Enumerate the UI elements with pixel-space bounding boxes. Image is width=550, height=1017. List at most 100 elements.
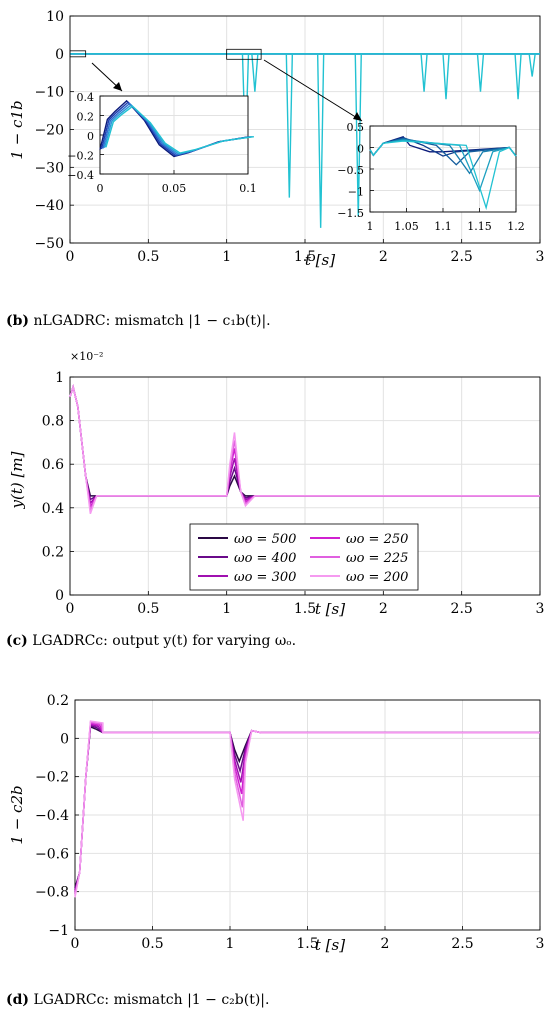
chart-c-ytick-label: 0.4 [42,501,64,517]
chart-b-inset2-ytick-label: −1.5 [337,207,364,220]
chart-d-ytick-label: −1 [48,923,69,939]
chart-b-ytick-label: −50 [34,236,64,252]
chart-c-ytick-label: 1 [55,370,64,386]
chart-d-ytick-label: −0.4 [35,808,69,824]
chart-b-inset2-xtick-label: 1 [367,220,374,233]
caption-c-tag: (c) [6,633,28,649]
chart-b-spike [442,53,450,100]
chart-c-frame [69,376,541,596]
chart-b-inset1-xtick-label: 0.05 [162,182,187,195]
chart-c-ytick-label: 0 [55,588,64,604]
chart-b-inset1-ytick-label: −0.2 [67,150,94,163]
chart-b-xlabel: t [s] [305,251,335,269]
chart-c-xtick-label: 2.5 [451,601,473,617]
chart-d-frame [74,699,541,931]
chart-c-legend-label: ωo = 250 [346,532,408,547]
chart-b-inset2-xtick-label: 1.15 [467,220,492,233]
chart-c-legend-label: ωo = 400 [234,551,296,566]
chart-d-xlabel: t [s] [315,936,345,954]
caption-c-text: LGADRCc: output y(t) for varying ωₒ. [27,633,297,649]
caption-d-text: LGADRCc: mismatch |1 − c₂b(t)|. [29,992,270,1008]
caption-b-text: nLGADRC: mismatch |1 − c₁b(t)|. [29,313,271,329]
chart-b-ytick-label: 0 [55,47,64,63]
chart-d-xtick-label: 2 [381,936,390,952]
chart-c-xtick-label: 0 [66,601,75,617]
chart-c-xtick-label: 1.5 [294,601,316,617]
chart-b-inset2-xtick-label: 1.1 [434,220,452,233]
chart-b-inset1-ytick-label: 0.2 [77,111,95,124]
chart-d-xtick-label: 1.5 [296,936,318,952]
chart-b-zoom-box-2 [226,48,262,60]
chart-b-spike [514,53,522,100]
chart-b-xtick-label: 0 [66,249,75,265]
chart-b-xtick-label: 1 [222,249,231,265]
chart-b-spike [251,53,259,92]
chart-b-xtick-label: 3 [536,249,545,265]
chart-b-frame [69,15,541,244]
chart-b-inset1-xtick-label: 0.1 [239,182,257,195]
chart-b-inset2-frame [369,125,517,213]
chart-b-inset1-frame [99,95,249,175]
chart-b-inset1-series [105,105,255,154]
chart-c-series-line [69,384,540,514]
caption-b: (b) nLGADRC: mismatch |1 − c₁b(t)|. [6,313,271,329]
chart-b-ytick-label: 10 [46,9,64,25]
chart-c-xtick-label: 2 [379,601,388,617]
chart-b-xtick-label: 2 [379,249,388,265]
chart-d-ytick-label: −0.2 [35,770,69,786]
chart-b-inset1-xtick-label: 0 [97,182,104,195]
caption-c: (c) LGADRCc: output y(t) for varying ωₒ. [6,633,296,649]
chart-b-inset1-ytick-label: 0 [87,130,94,143]
chart-d-ytick-label: 0.2 [47,693,69,709]
chart-b-inset1-ytick-label: −0.4 [67,169,94,182]
chart-c-xtick-label: 0.5 [137,601,159,617]
chart-b-inset2-ytick-label: 0.5 [347,121,365,134]
chart-d-ytick-label: −0.8 [35,885,69,901]
chart-b-spike [285,53,294,198]
chart-b-xtick-label: 2.5 [451,249,473,265]
chart-d-series-line [74,720,540,898]
chart-c-xtick-label: 1 [222,601,231,617]
chart-b-zoom-box-1 [69,50,87,58]
chart-b-arrow-2 [263,59,363,122]
chart-b-arrowhead-1 [113,82,122,91]
chart-b-inset2-series [369,140,517,211]
chart-c-xlabel: t [s] [315,600,345,618]
chart-b-inset2-ytick-label: 0 [357,143,364,156]
chart-c-ylabel: y(t) [m] [8,451,26,509]
chart-b-inset2-xtick-label: 1.05 [394,220,419,233]
chart-b-ytick-label: −40 [34,198,64,214]
caption-d-tag: (d) [6,992,30,1008]
chart-d-ytick-label: −0.6 [35,846,69,862]
chart-d-xtick-label: 1 [226,936,235,952]
chart-c-legend-label: ωo = 225 [346,551,408,566]
caption-d: (d) LGADRCc: mismatch |1 − c₂b(t)|. [6,992,269,1008]
chart-c-legend-label: ωo = 500 [234,532,296,547]
chart-b-xtick-label: 0.5 [137,249,159,265]
chart-c-exponent: ×10⁻² [70,350,103,363]
chart-d-xtick-label: 3 [536,936,545,952]
chart-b-ylabel: 1 − c1b [8,100,26,159]
chart-c-ytick-label: 0.8 [42,414,64,430]
chart-d-ylabel: 1 − c2b [8,785,26,844]
chart-b-inset1-ytick-label: 0.4 [77,91,95,104]
chart-d-ytick-label: 0 [60,731,69,747]
chart-b-ytick-label: −20 [34,123,64,139]
chart-c-legend-label: ωo = 300 [234,570,296,585]
chart-b-inset2-xtick-label: 1.2 [507,220,525,233]
chart-b-spike [354,53,362,217]
chart-c-xtick-label: 3 [536,601,545,617]
chart-d-xtick-label: 0 [71,936,80,952]
chart-d-xtick-label: 0.5 [141,936,163,952]
chart-b-inset2-ytick-label: −1 [348,186,364,199]
chart-c-ytick-label: 0.2 [42,544,64,560]
chart-b-arrowhead-2 [353,112,362,121]
chart-b-spike [420,53,428,92]
chart-d-xtick-label: 2.5 [451,936,473,952]
chart-b-ytick-label: −10 [34,85,64,101]
chart-c-ytick-label: 0.6 [42,457,64,473]
chart-b-spike [528,53,536,77]
chart-b-ytick-label: −30 [34,160,64,176]
caption-b-tag: (b) [6,313,30,329]
